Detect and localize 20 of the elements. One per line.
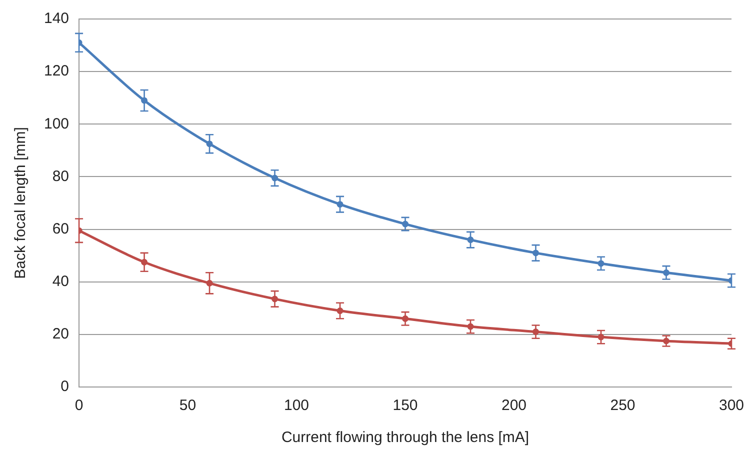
y-tick-label: 80 [52,168,70,185]
point [336,201,344,208]
x-tick-label: 50 [179,397,196,414]
point [467,236,474,244]
y-tick-label: 140 [44,10,70,28]
x-tick-label: 150 [392,397,418,414]
y-tick-label: 40 [52,273,70,290]
x-tick-label: 200 [501,397,527,414]
y-axis-title: Back focal length [mm] [12,127,30,279]
x-axis-title: Current flowing through the lens [mA] [281,429,530,446]
y-tick-label: 60 [52,220,70,238]
x-tick-label: 0 [74,397,84,414]
y-tick-label: 120 [44,62,70,80]
x-tick-label: 250 [610,397,636,414]
x-tick-label: 100 [284,397,310,414]
y-tick-label: 0 [60,378,70,396]
y-tick-label: 20 [52,326,70,343]
y-tick-label: 100 [44,115,70,132]
point [206,140,213,148]
x-tick-label: 300 [718,397,744,414]
